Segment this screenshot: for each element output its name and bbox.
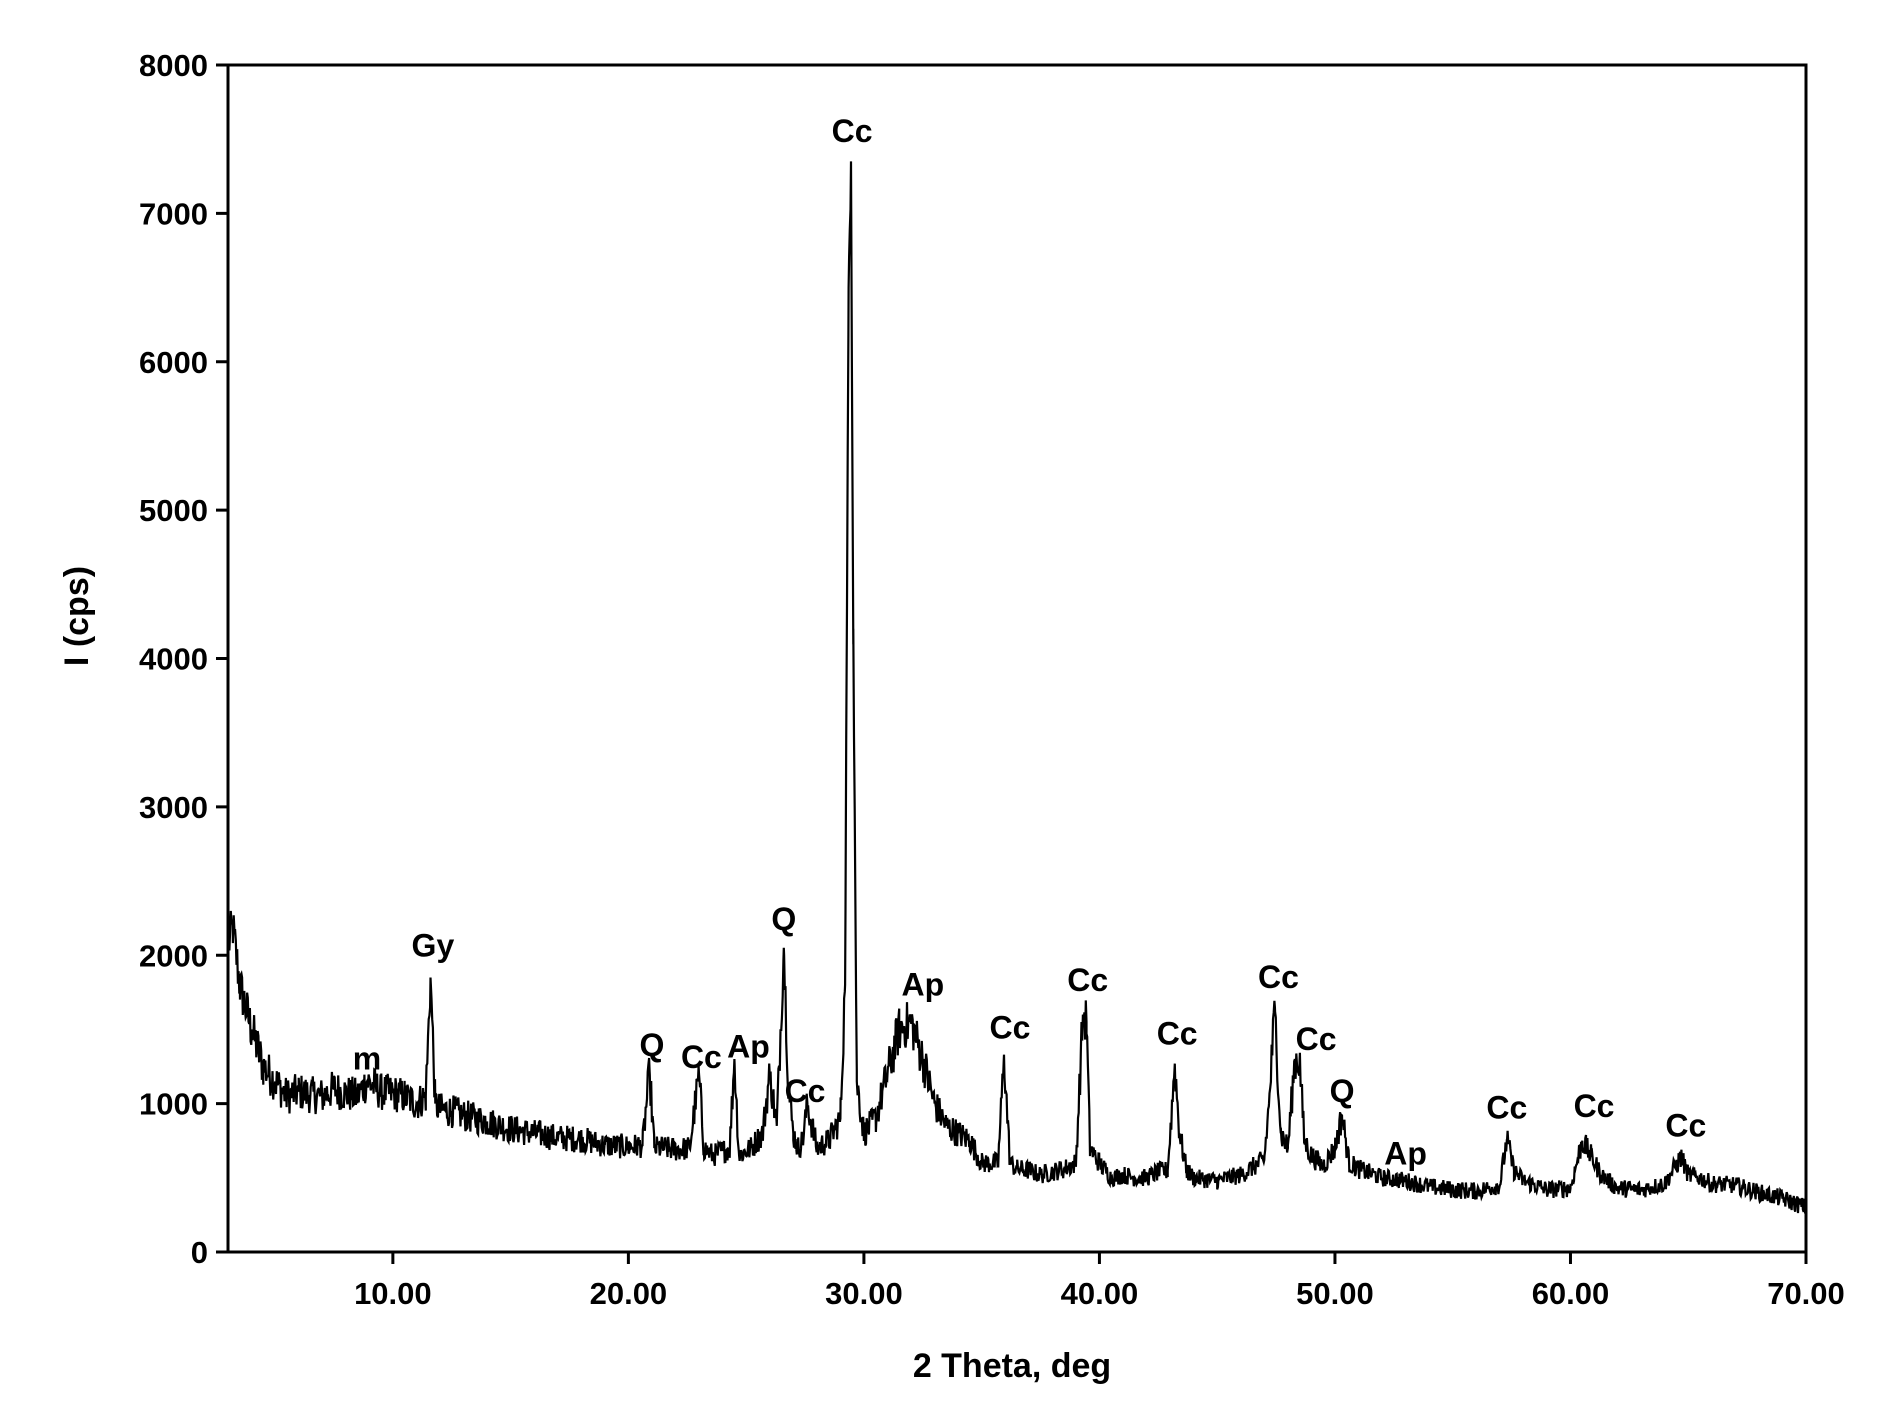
- x-tick-label: 20.00: [590, 1276, 668, 1311]
- peak-label-cc: Cc: [989, 1009, 1030, 1045]
- peak-label-cc: Cc: [832, 113, 873, 149]
- axes: 10.00 20.00 30.00 40.00 50.00 60.00 70.00 0 1000…: [139, 48, 1845, 1311]
- y-tick-label: 5000: [139, 493, 208, 528]
- x-tick-label: 40.00: [1061, 1276, 1139, 1311]
- peak-label-cc: Cc: [1486, 1089, 1527, 1125]
- x-tick-label: 50.00: [1296, 1276, 1374, 1311]
- peak-label-cc: Cc: [1258, 959, 1299, 995]
- y-tick-label: 6000: [139, 345, 208, 380]
- y-tick-label: 1000: [139, 1087, 208, 1122]
- data-line-series-1: [228, 161, 1806, 1214]
- peak-label-cc: Cc: [1296, 1021, 1337, 1057]
- peak-label-cc: Cc: [785, 1073, 826, 1109]
- x-tick-label: 70.00: [1767, 1276, 1845, 1311]
- y-tick-label: 3000: [139, 790, 208, 825]
- y-tick-label: 0: [191, 1235, 208, 1270]
- y-axis-title: I (cps): [58, 566, 96, 666]
- x-tick-label: 60.00: [1532, 1276, 1610, 1311]
- peak-label-ap: Ap: [901, 966, 944, 1002]
- peak-label-q: Q: [639, 1027, 664, 1063]
- x-tick-label: 10.00: [354, 1276, 432, 1311]
- peak-label-cc: Cc: [1067, 962, 1108, 998]
- plot-area: [228, 161, 1806, 1214]
- peak-label-ap: Ap: [1384, 1135, 1427, 1171]
- peak-label-cc: Cc: [1665, 1107, 1706, 1143]
- y-tick-label: 8000: [139, 48, 208, 83]
- peak-label-cc: Cc: [1574, 1088, 1615, 1124]
- peak-label-cc: Cc: [681, 1039, 722, 1075]
- y-tick-label: 4000: [139, 642, 208, 677]
- x-axis-title: 2 Theta, deg: [913, 1347, 1111, 1385]
- peak-label-m: m: [353, 1040, 381, 1076]
- peak-label-q: Q: [771, 901, 796, 937]
- peak-label-cc: Cc: [1157, 1015, 1198, 1051]
- plot-frame: [226, 63, 1808, 1254]
- y-tick-label: 2000: [139, 938, 208, 973]
- peak-label-q: Q: [1330, 1073, 1355, 1109]
- peak-label-gy: Gy: [412, 928, 455, 964]
- x-tick-label: 30.00: [825, 1276, 903, 1311]
- y-tick-label: 7000: [139, 196, 208, 231]
- peak-label-ap: Ap: [727, 1029, 770, 1065]
